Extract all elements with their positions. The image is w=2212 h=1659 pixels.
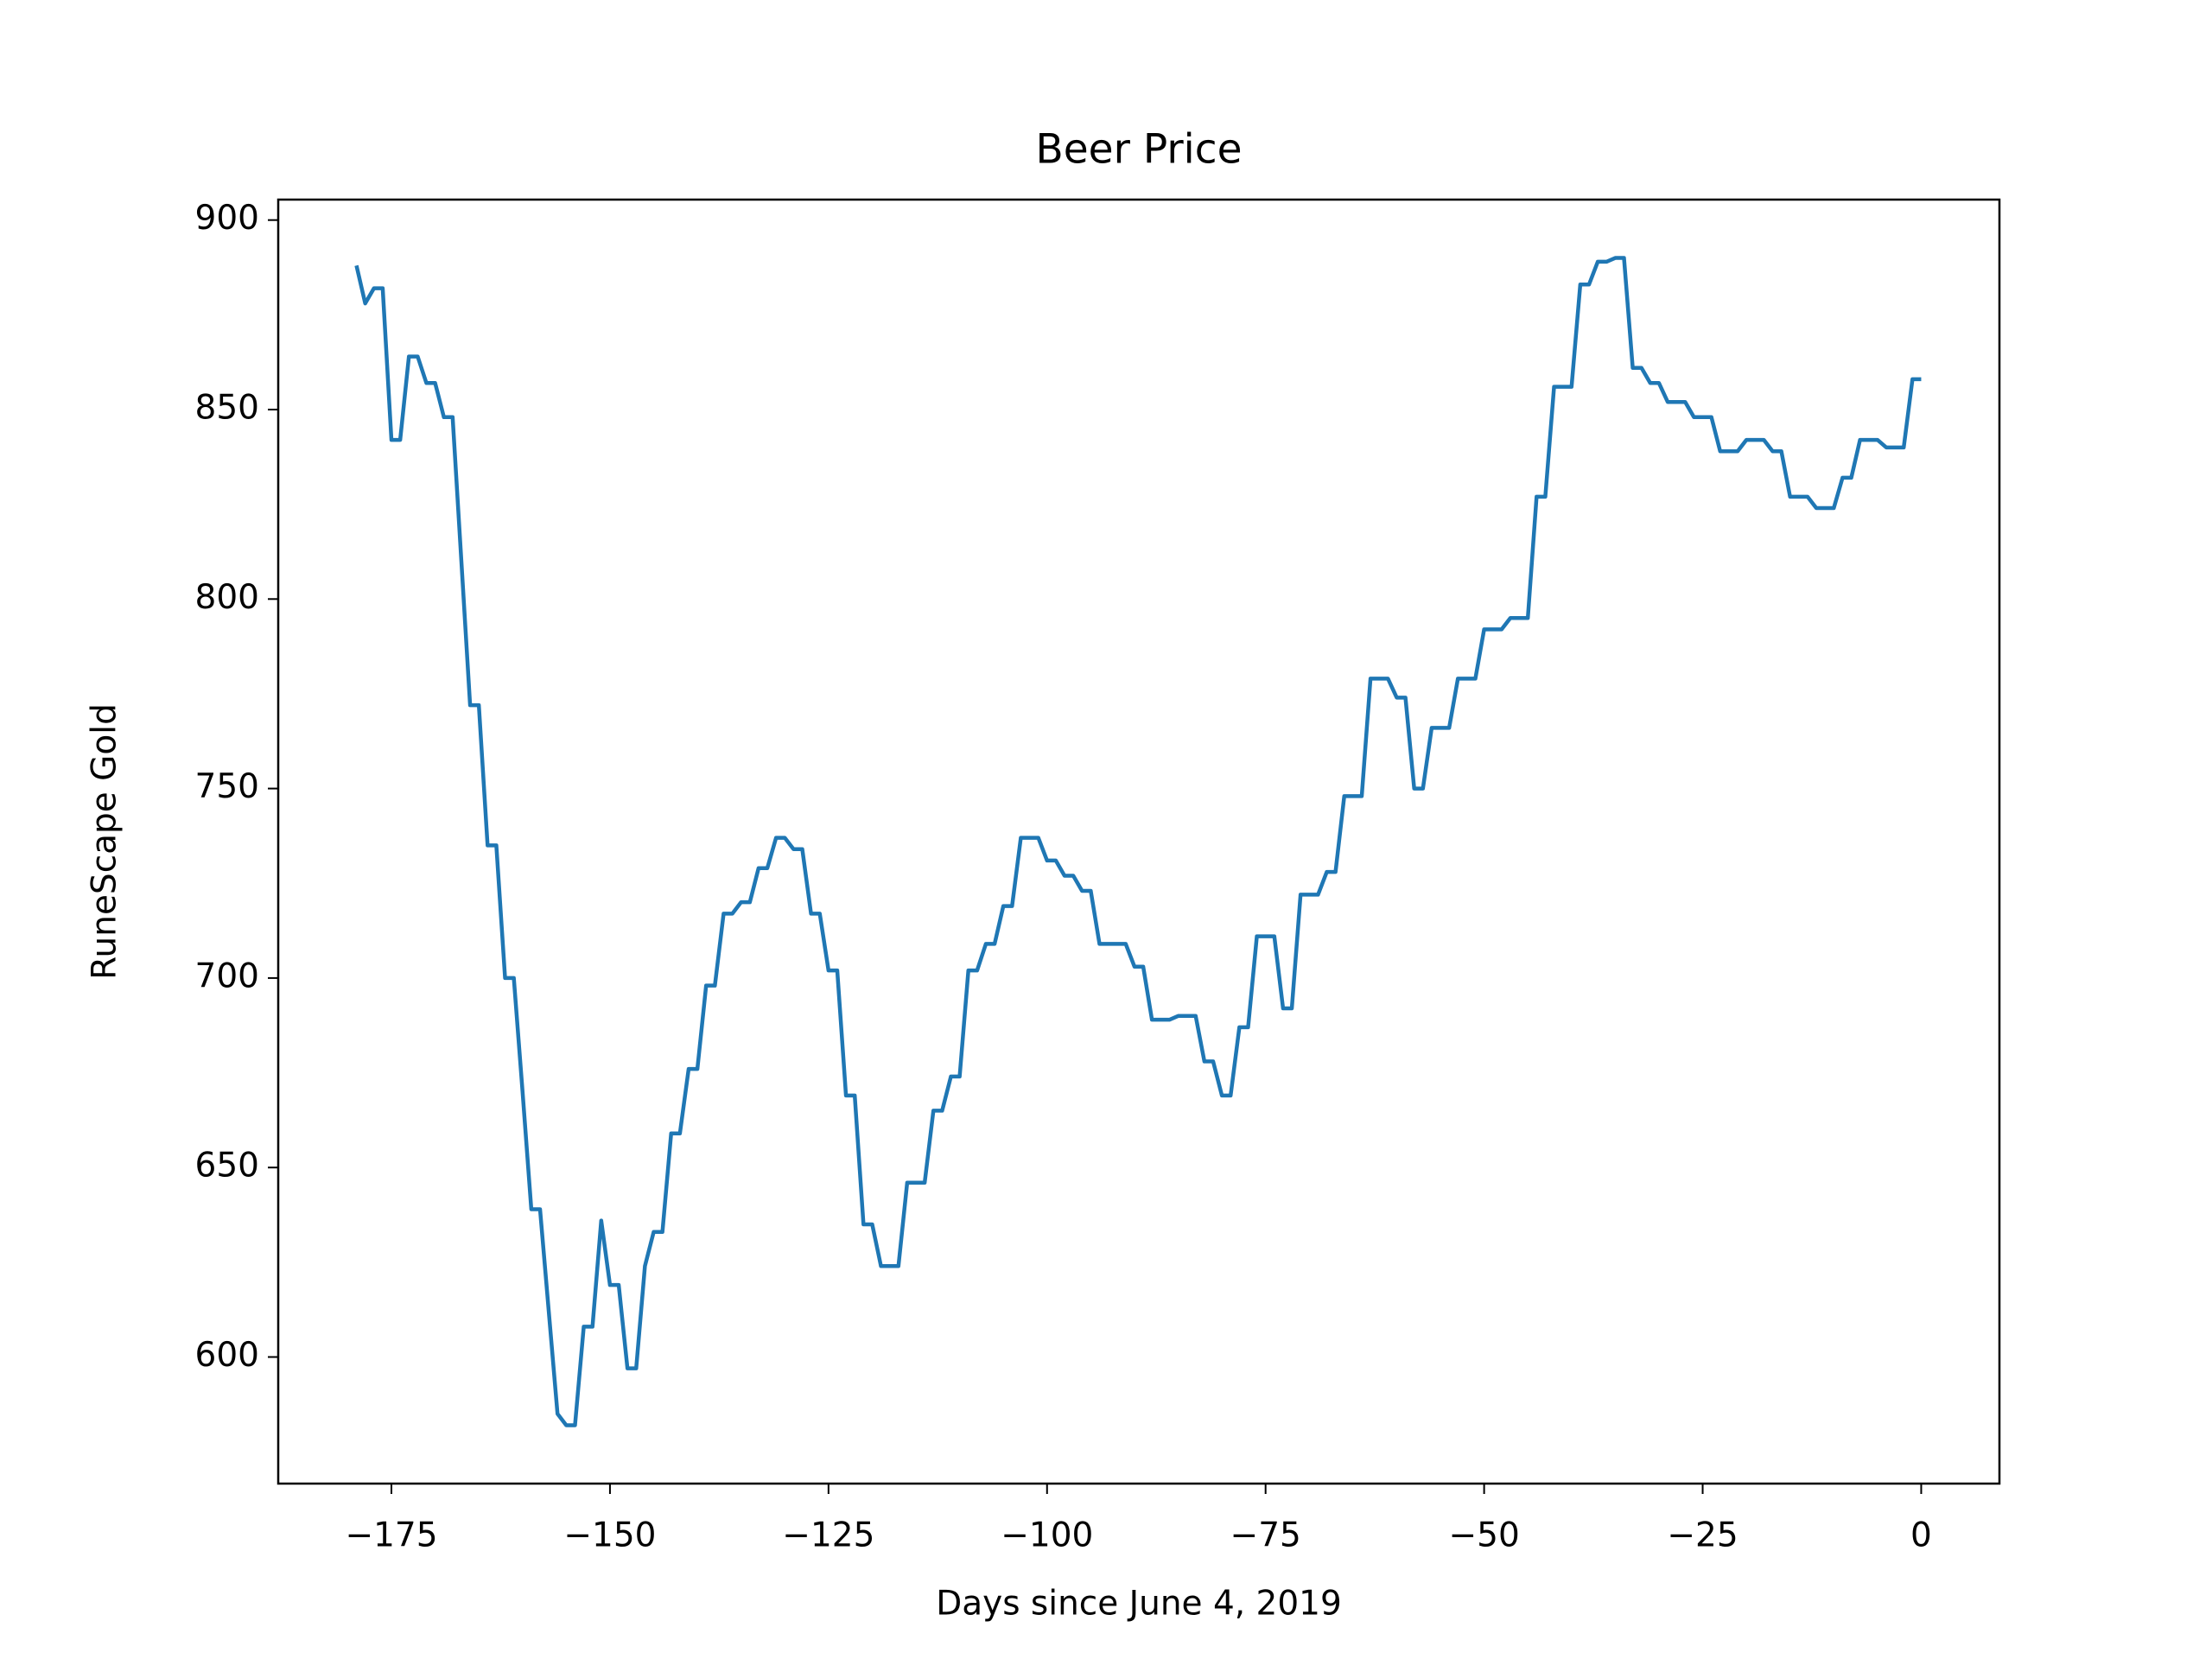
plot-frame	[276, 198, 2001, 1485]
x-tick-label: −125	[782, 1516, 874, 1555]
x-tick-label: −25	[1667, 1516, 1738, 1555]
y-axis-label: RuneScape Gold	[86, 703, 124, 980]
y-tick-label: 600	[195, 1336, 259, 1375]
y-tick-label: 900	[195, 199, 259, 238]
x-tick-label: −50	[1448, 1516, 1519, 1555]
x-tick-label: −100	[1001, 1516, 1093, 1555]
x-axis-label: Days since June 4, 2019	[936, 1585, 1342, 1624]
y-tick-label: 700	[195, 957, 259, 995]
chart-title: Beer Price	[1036, 126, 1243, 174]
x-tick-label: −150	[563, 1516, 656, 1555]
y-tick-label: 800	[195, 578, 259, 617]
x-tick-label: −175	[345, 1516, 437, 1555]
x-tick-label: 0	[1910, 1516, 1932, 1555]
y-tick-label: 650	[195, 1147, 259, 1185]
x-tick-label: −75	[1230, 1516, 1301, 1555]
y-tick-label: 850	[195, 388, 259, 427]
y-tick-label: 750	[195, 767, 259, 806]
data-line	[354, 256, 1922, 1427]
